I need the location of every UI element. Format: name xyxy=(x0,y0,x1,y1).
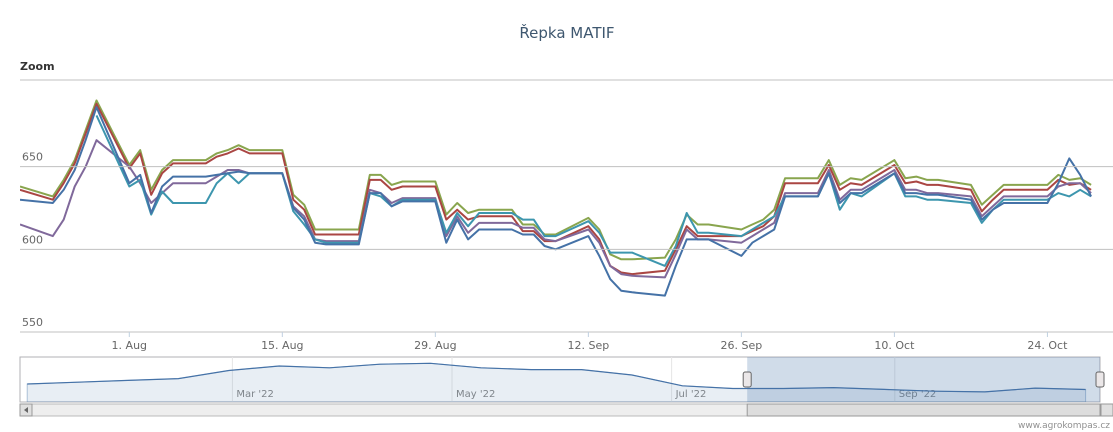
series-line xyxy=(20,139,1092,279)
y-tick-label: 550 xyxy=(22,316,43,329)
navigator-tick-label: May '22 xyxy=(456,389,495,400)
scrollbar[interactable] xyxy=(19,403,1113,417)
plot-area xyxy=(20,99,1092,297)
navigator-tick-label: Mar '22 xyxy=(236,389,274,400)
x-tick-label: 12. Sep xyxy=(567,339,609,352)
scroll-right-button[interactable] xyxy=(1100,403,1113,417)
navigator-tick-label: Sep '22 xyxy=(899,389,937,400)
x-tick-label: 26. Sep xyxy=(721,339,763,352)
y-tick-label: 650 xyxy=(22,151,43,164)
chart-title: Řepka MATIF xyxy=(519,23,614,42)
x-tick-label: 15. Aug xyxy=(261,339,303,352)
navigator: Mar '22 May '22 Jul '22 Sep '22 xyxy=(19,356,1105,403)
navigator-handle[interactable] xyxy=(742,371,752,388)
zoom-label: Zoom xyxy=(20,60,55,73)
y-tick-label: 600 xyxy=(22,233,43,246)
navigator-selection xyxy=(747,357,1100,402)
credits: www.agrokompas.cz xyxy=(1018,421,1110,431)
x-tick-label: 10. Oct xyxy=(874,339,915,352)
navigator-handle[interactable] xyxy=(1095,371,1105,388)
x-tick-label: 29. Aug xyxy=(414,339,456,352)
series-line xyxy=(20,99,1092,261)
x-tick-label: 24. Oct xyxy=(1027,339,1068,352)
scrollbar-thumb[interactable] xyxy=(746,403,1101,417)
navigator-tick-label: Jul '22 xyxy=(675,389,707,400)
navigator-plot: Mar '22 May '22 Jul '22 Sep '22 xyxy=(26,357,1100,402)
x-tick-label: 1. Aug xyxy=(112,339,147,352)
arrow-left xyxy=(24,407,28,413)
navigator-selection-line xyxy=(27,362,1086,393)
